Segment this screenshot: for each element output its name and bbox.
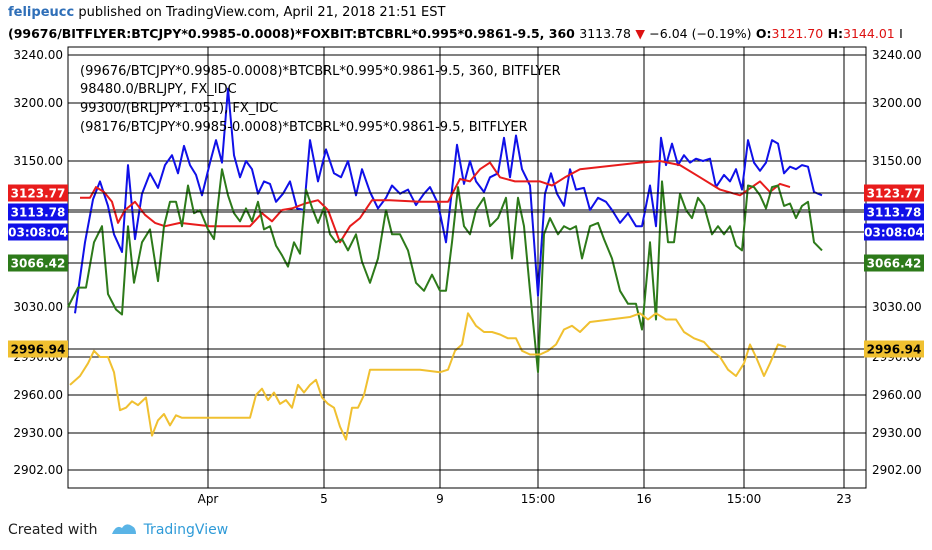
published-text: published on TradingView.com, April 21, … (78, 5, 446, 20)
price-label-right: 3113.78 (867, 206, 922, 220)
footer: Created with TradingView (8, 520, 228, 540)
price-label-bg-right (864, 184, 924, 202)
y-tick-label-left: 3240.00 (13, 48, 63, 62)
series-line-2[interactable] (80, 160, 791, 244)
tradingview-logo-icon (110, 520, 138, 540)
x-tick-label: 16 (636, 492, 651, 506)
y-tick-label-left: 3150.00 (13, 154, 63, 168)
symbol-name: (99676/BITFLYER:BTCJPY*0.9985-0.0008)*FO… (8, 26, 575, 41)
x-tick-label: 9 (436, 492, 444, 506)
down-arrow-icon: ▼ (635, 26, 645, 41)
price-label-right: 03:08:04 (864, 226, 924, 240)
price-label-bg-left (8, 340, 68, 358)
truncated-text: I (899, 26, 903, 41)
price-label-bg-left (8, 223, 68, 241)
price-label-bg-right (864, 203, 924, 221)
price-label-left: 03:08:04 (8, 226, 68, 240)
price-label-bg-left (8, 184, 68, 202)
legend-entry: 99300/(BRLJPY*1.051), FX_IDC (80, 101, 278, 116)
price-label-left: 3066.42 (11, 257, 66, 271)
legend-entry: (99676/BTCJPY*0.9985-0.0008)*BTCBRL*0.99… (80, 64, 561, 79)
price-label-bg-right (864, 340, 924, 358)
author-link[interactable]: felipeucc (8, 5, 75, 20)
price-label-bg-right (864, 223, 924, 241)
y-tick-label-left: 3030.00 (13, 300, 63, 314)
y-tick-label-left: 2960.00 (13, 388, 63, 402)
price-label-bg-left (8, 254, 68, 272)
price-label-bg-left (8, 203, 68, 221)
open-label: O: (755, 26, 772, 41)
publish-info: felipeucc published on TradingView.com, … (8, 5, 445, 20)
legend-entry: 98480.0/BRLJPY, FX_IDC (80, 82, 237, 97)
x-tick-label: 15:00 (521, 492, 556, 506)
y-tick-label-right: 3150.00 (872, 154, 922, 168)
y-tick-label-right: 2960.00 (872, 388, 922, 402)
price-label-right: 3123.77 (867, 187, 922, 201)
x-tick-label: 23 (836, 492, 851, 506)
y-tick-label-left: 2902.00 (13, 463, 63, 477)
y-tick-label-right: 2930.00 (872, 426, 922, 440)
y-tick-label-right: 3240.00 (872, 48, 922, 62)
high-value: 3144.01 (843, 26, 895, 41)
created-with-text: Created with (8, 522, 98, 538)
y-tick-label-right: 3030.00 (872, 300, 922, 314)
open-value: 3121.70 (771, 26, 824, 41)
price-label-left: 2996.94 (11, 343, 66, 357)
y-tick-label-right: 3200.00 (872, 96, 922, 110)
legend-entry: (98176/BTCJPY*0.9985-0.0008)*BTCBRL*0.99… (80, 120, 528, 135)
price-label-left: 3123.77 (11, 187, 66, 201)
price-label-right: 2996.94 (867, 343, 922, 357)
price-label-bg-right (864, 254, 924, 272)
plot-area[interactable] (67, 46, 867, 489)
price-label-left: 3113.78 (11, 206, 66, 220)
x-tick-label: 5 (320, 492, 328, 506)
y-tick-label-left: 2930.00 (13, 426, 63, 440)
series-line-3[interactable] (67, 168, 823, 374)
x-tick-label: Apr (198, 492, 219, 506)
y-tick-label-right: 2902.00 (872, 463, 922, 477)
price-change: −6.04 (−0.19%) (649, 26, 752, 41)
y-tick-label-left: 3200.00 (13, 96, 63, 110)
last-price: 3113.78 (579, 26, 631, 41)
high-label: H: (827, 26, 844, 41)
tradingview-link[interactable]: TradingView (143, 522, 229, 538)
symbol-header: (99676/BITFLYER:BTCJPY*0.9985-0.0008)*FO… (8, 26, 903, 41)
x-tick-label: 15:00 (727, 492, 762, 506)
series-line-4[interactable] (69, 312, 787, 441)
series-line-1[interactable] (74, 87, 823, 314)
price-label-right: 3066.42 (867, 257, 922, 271)
